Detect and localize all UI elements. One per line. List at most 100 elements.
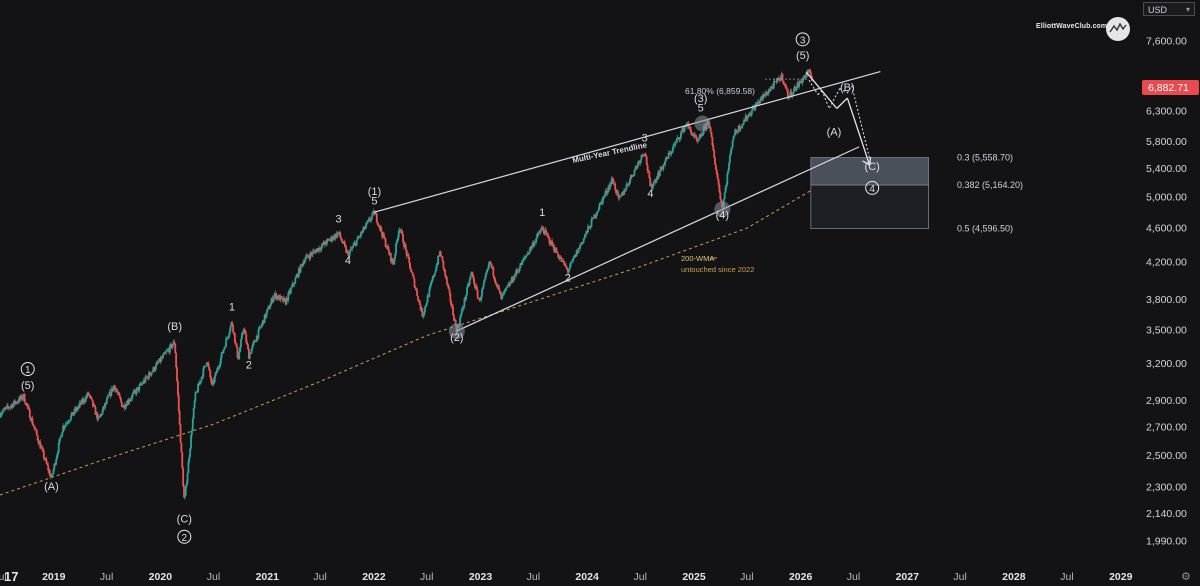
candle-body: [567, 270, 570, 273]
candle-body: [191, 418, 194, 431]
candle-body: [115, 389, 118, 392]
projection-subwave: [808, 79, 819, 95]
candle-body: [445, 275, 447, 278]
candle-body: [810, 75, 813, 79]
candle-body: [199, 381, 202, 382]
candle-body: [371, 212, 374, 217]
candle-body: [364, 226, 367, 230]
candle-body: [429, 285, 432, 289]
candle-body: [89, 395, 92, 397]
candle-body: [343, 241, 346, 245]
candle-body: [724, 186, 727, 193]
candle-body: [241, 332, 244, 335]
wave-label: 4: [869, 184, 875, 195]
candle-body: [49, 470, 51, 477]
candle-body: [610, 178, 613, 184]
candle-body: [557, 253, 560, 258]
candle-body: [88, 394, 91, 396]
y-tick-label: 6,300.00: [1146, 105, 1187, 117]
candle-body: [377, 224, 380, 226]
candle-body: [306, 254, 309, 257]
candle-body: [562, 260, 565, 262]
candle-body: [220, 352, 223, 358]
candle-body: [235, 343, 238, 348]
y-tick-label: 7,600.00: [1146, 35, 1187, 47]
candle-body: [131, 394, 134, 399]
candle-body: [245, 334, 248, 343]
candle-body: [33, 426, 36, 428]
currency-selector[interactable]: USD ▾: [1143, 2, 1195, 16]
candle-body: [174, 343, 177, 354]
candle-body: [309, 252, 312, 259]
candle-body: [742, 123, 744, 125]
candle-body: [762, 94, 765, 99]
candle-body: [375, 213, 378, 222]
candle-body: [231, 322, 234, 325]
candle-body: [717, 179, 720, 185]
candle-body: [566, 267, 568, 270]
gear-icon[interactable]: ⚙: [1181, 571, 1191, 583]
candle-body: [320, 245, 323, 250]
candle-body: [193, 400, 196, 409]
candle-body: [689, 127, 692, 131]
candle-body: [87, 392, 90, 395]
candle-body: [173, 341, 176, 344]
candle-body: [531, 245, 533, 249]
candle-body: [176, 381, 179, 395]
candle-body: [765, 92, 768, 96]
candle-body: [242, 329, 245, 333]
candle-body: [718, 184, 721, 193]
candle-body: [378, 225, 381, 229]
candle-body: [769, 88, 772, 92]
x-tick-label: 2020: [149, 571, 173, 583]
candle-body: [767, 90, 770, 94]
candle-body: [448, 288, 451, 294]
candle-body: [217, 367, 220, 369]
candle-body: [488, 262, 490, 268]
candle-body: [181, 452, 184, 469]
candle-body: [64, 423, 67, 427]
candle-body: [450, 301, 453, 306]
candle-body: [416, 290, 419, 296]
candle-body: [169, 344, 171, 353]
wave-label: 5: [698, 102, 704, 114]
candle-body: [184, 485, 187, 496]
candle-body: [325, 239, 328, 245]
candle-body: [240, 339, 242, 348]
trendline-label: Multi-Year Trendline: [572, 140, 649, 165]
x-tick-label: Jul: [100, 571, 113, 583]
candle-body: [84, 396, 87, 402]
wave-label: (A): [827, 126, 842, 138]
tradingview-logo-icon[interactable]: 17: [4, 569, 19, 584]
candle-body: [291, 283, 294, 287]
candle-body: [180, 442, 183, 453]
projection-leg: [846, 97, 871, 166]
candle-body: [160, 357, 163, 362]
wave-label: (1): [368, 186, 381, 198]
y-tick-label: 5,800.00: [1146, 136, 1187, 148]
candle-body: [294, 278, 297, 284]
x-tick-label: Jul: [313, 571, 326, 583]
candle-body: [421, 308, 424, 317]
candle-body: [786, 89, 789, 98]
x-tick-label: 2028: [1002, 571, 1026, 583]
candle-body: [526, 253, 529, 256]
candle-body: [8, 407, 11, 409]
candle-body: [560, 257, 563, 262]
candle-body: [414, 287, 417, 289]
candle-body: [628, 182, 631, 185]
candle-body: [754, 104, 757, 110]
y-tick-label: 2,700.00: [1146, 421, 1187, 433]
candle-body: [547, 235, 550, 238]
candle-body: [727, 170, 730, 174]
fib-61-8-label: 61.80% (6,859.58): [685, 86, 755, 96]
candle-body: [475, 285, 478, 290]
candle-body: [512, 279, 515, 282]
x-tick-label: Jul: [847, 571, 860, 583]
candle-body: [781, 73, 784, 81]
candle-body: [402, 234, 404, 243]
candle-body: [118, 392, 121, 396]
projection-subwave: [817, 90, 823, 95]
